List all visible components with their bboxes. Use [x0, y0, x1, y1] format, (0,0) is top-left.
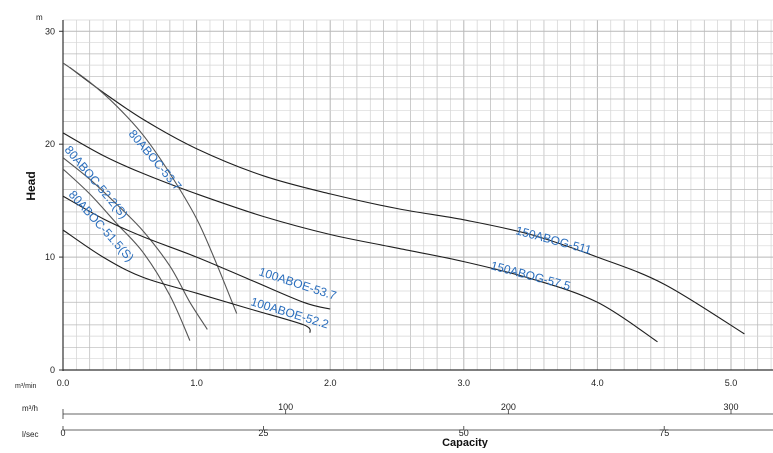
- y-tick-label: 0: [50, 365, 55, 375]
- series-line: [69, 66, 745, 335]
- x-tick-label: 50: [459, 428, 469, 438]
- series-lines: [62, 62, 745, 343]
- y-unit-label: m: [36, 13, 43, 22]
- series-line: [62, 195, 331, 310]
- x-unit-label: l/sec: [22, 430, 38, 439]
- series-line: [62, 132, 658, 343]
- x-tick-label: 25: [258, 428, 268, 438]
- x-tick-label: 100: [278, 402, 293, 412]
- series-line: [62, 62, 238, 314]
- x-axis-label: Capacity: [442, 437, 489, 448]
- x-unit-label: m³/min: [15, 383, 36, 390]
- x-tick-label: 0: [60, 428, 65, 438]
- x-tick-label: 4.0: [591, 378, 604, 388]
- series-line: [62, 229, 311, 334]
- x-tick-label: 0.0: [57, 378, 70, 388]
- x-unit-label: m³/h: [22, 404, 38, 413]
- axes: [59, 20, 773, 431]
- y-tick-label: 30: [45, 26, 55, 36]
- grid: [62, 19, 773, 371]
- x-tick-label: 200: [501, 402, 516, 412]
- series-label: 100ABOE-53.7: [257, 265, 338, 303]
- x-tick-label: 300: [723, 402, 738, 412]
- series-label: 80ABOC-53.7: [126, 127, 185, 193]
- x-tick-label: 3.0: [458, 378, 471, 388]
- y-axis-label: Head: [24, 171, 38, 200]
- x-tick-label: 75: [659, 428, 669, 438]
- series-line: [62, 157, 208, 330]
- x-tick-label: 1.0: [190, 378, 203, 388]
- y-tick-label: 20: [45, 139, 55, 149]
- series-line: [62, 168, 191, 341]
- y-tick-label: 10: [45, 252, 55, 262]
- tick-labels: 0 10 20 30 m³/min 0.0 1.0 2.0 3.0 4.0 5.0 m³/h 100 20…: [15, 26, 739, 439]
- series-label: 150ABOG-511: [514, 223, 593, 257]
- x-tick-label: 5.0: [725, 378, 738, 388]
- x-tick-label: 2.0: [324, 378, 337, 388]
